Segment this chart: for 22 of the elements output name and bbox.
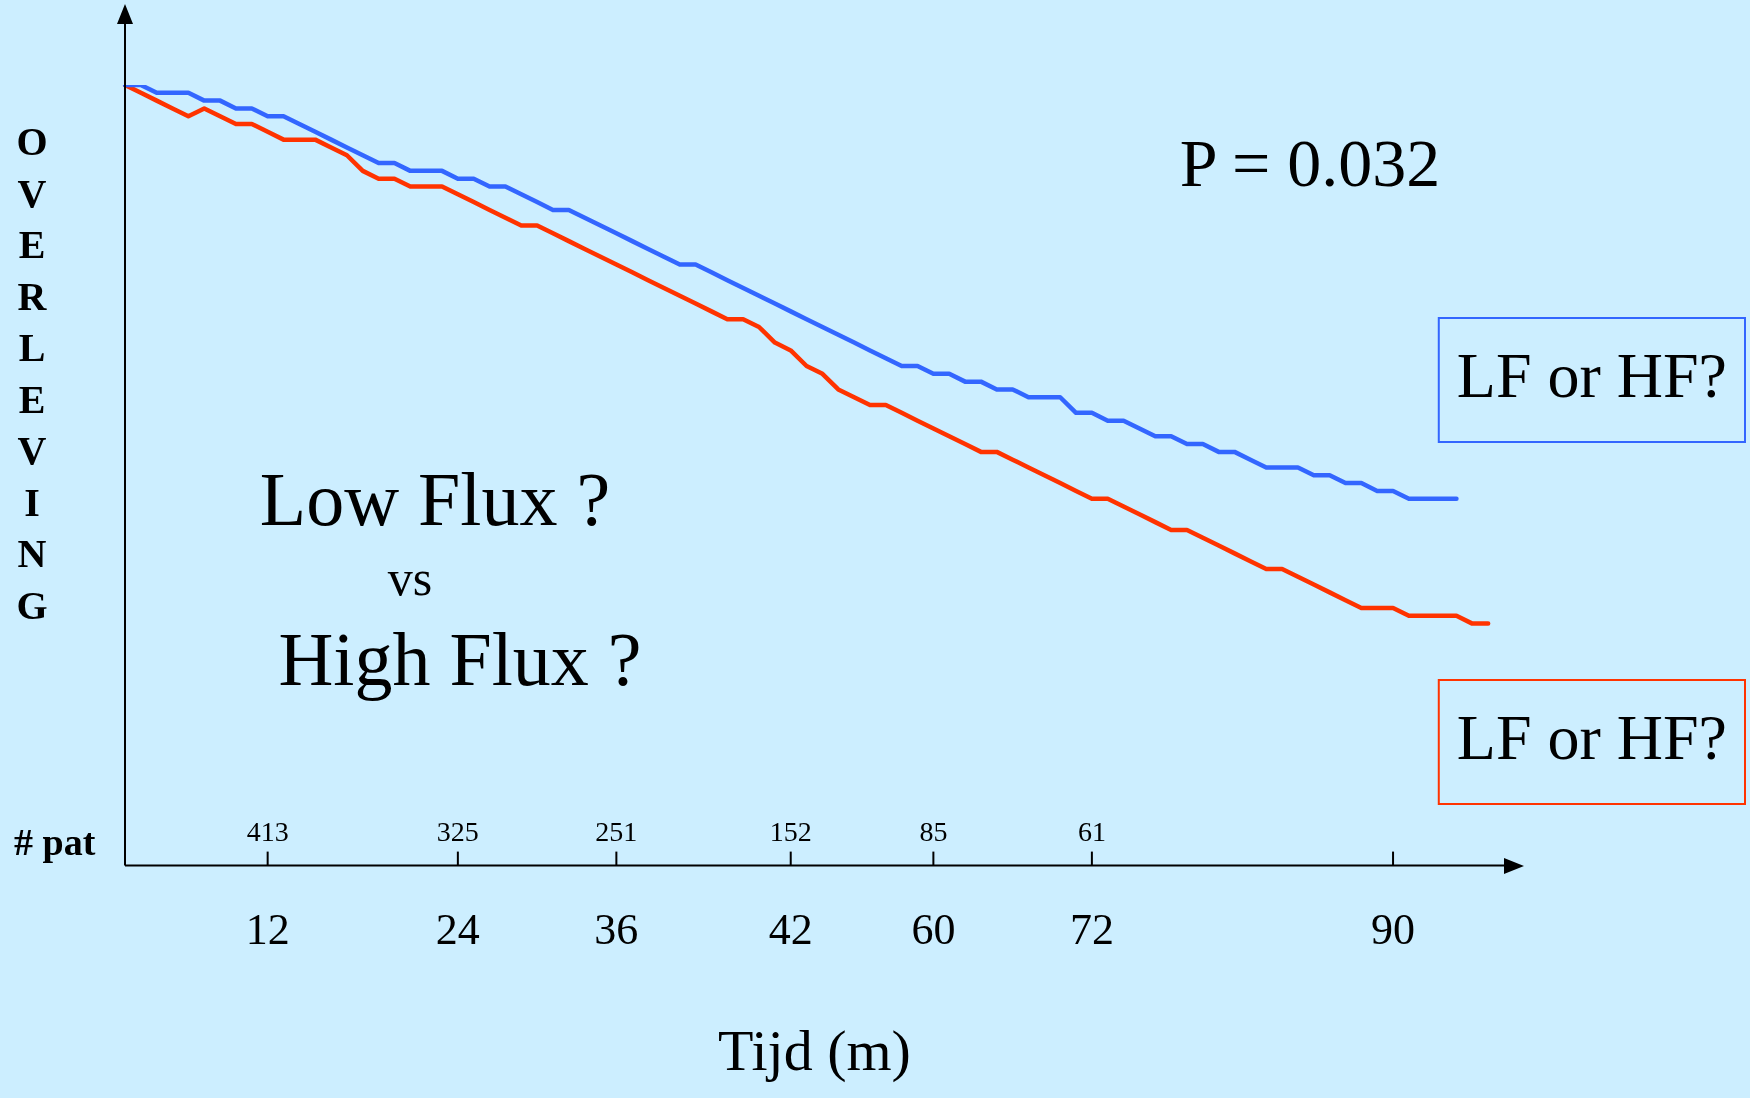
x-tick-label: 36 xyxy=(594,904,639,954)
annotation: 85 xyxy=(919,815,948,847)
annotation: 413 xyxy=(246,815,289,847)
text: OVERLEVING xyxy=(16,119,48,628)
annotation: 251 xyxy=(595,815,638,847)
annotation: P = 0.032 xyxy=(1179,124,1441,201)
x-tick-label: 90 xyxy=(1371,904,1416,954)
text: # pat xyxy=(14,820,96,863)
annotation: 325 xyxy=(436,815,479,847)
annotation: High Flux ? xyxy=(278,616,642,701)
series-label: LF or HF? xyxy=(1456,701,1727,773)
x-tick-label: 12 xyxy=(245,904,290,954)
x-tick-label: 60 xyxy=(911,904,956,954)
x-axis-title: Tijd (m) xyxy=(718,1018,911,1084)
x-tick-label: 42 xyxy=(768,904,813,954)
annotation: 152 xyxy=(769,815,812,847)
series-label: LF or HF? xyxy=(1456,339,1727,411)
x-tick-label: 72 xyxy=(1069,904,1114,954)
annotation: Low Flux ? xyxy=(259,456,611,541)
annotation: 61 xyxy=(1077,815,1106,847)
annotation: vs xyxy=(387,550,433,607)
x-tick-label: 24 xyxy=(435,904,480,954)
